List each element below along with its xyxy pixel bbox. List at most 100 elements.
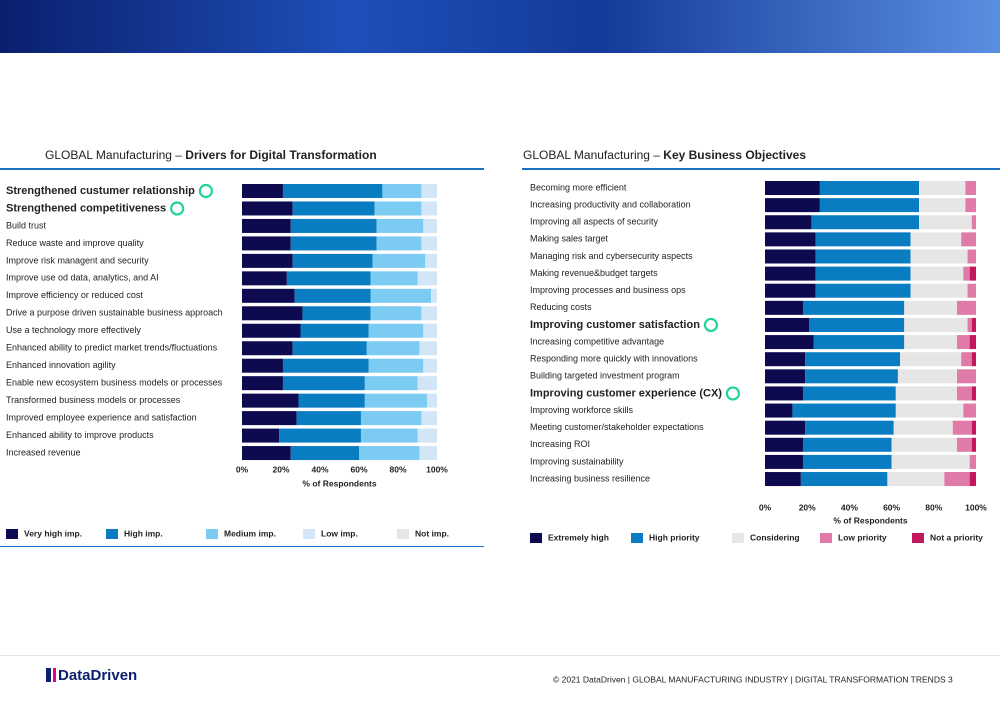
bar-segment	[242, 184, 283, 198]
bar-segment	[819, 181, 920, 195]
category-label: Use a technology more effectively	[6, 325, 141, 335]
bar-segment	[242, 376, 283, 391]
x-tick-label: 80%	[389, 464, 406, 474]
bar-segment	[421, 236, 437, 251]
bar-segment	[963, 403, 976, 418]
x-tick-label: 0%	[236, 464, 249, 474]
logo-mark	[53, 668, 56, 682]
x-axis-label: % of Respondents	[833, 515, 907, 525]
bar-segment	[376, 218, 424, 233]
legend-swatch	[397, 529, 409, 539]
legend-label: Extremely high	[548, 532, 609, 542]
x-tick-label: 60%	[883, 502, 900, 512]
bar-segment	[370, 306, 422, 321]
bar-segment	[765, 249, 816, 264]
bar-segment	[360, 411, 422, 426]
category-label: Making revenue&budget targets	[530, 268, 658, 278]
bar-segment	[792, 403, 896, 418]
bar-segment	[765, 454, 803, 469]
bar-segment	[300, 323, 369, 338]
bar-segment	[802, 454, 892, 469]
legend-swatch	[631, 533, 643, 543]
bar-segment	[957, 437, 972, 452]
bar-segment	[417, 428, 437, 443]
bar-segment	[242, 411, 297, 426]
bar-segment	[910, 232, 962, 247]
bar-segment	[897, 369, 958, 384]
bar-segment	[374, 201, 422, 216]
bar-segment	[292, 201, 375, 216]
category-label: Drive a purpose driven sustainable busin…	[6, 308, 223, 318]
bar-segment	[421, 201, 437, 216]
category-label: Increased revenue	[6, 447, 81, 457]
bar-segment	[815, 249, 911, 264]
bar-segment	[891, 454, 970, 469]
bar-segment	[802, 300, 905, 315]
bar-segment	[965, 181, 976, 195]
footer-rule	[0, 655, 1000, 656]
bar-segment	[969, 454, 976, 469]
bar-segment	[965, 198, 976, 213]
bar-segment	[904, 300, 958, 315]
x-tick-label: 20%	[272, 464, 289, 474]
legend-swatch	[106, 529, 118, 539]
bar-segment	[290, 446, 359, 461]
legend-label: High imp.	[124, 528, 163, 538]
title: Key Business Objectives	[663, 148, 806, 162]
title-prefix: GLOBAL Manufacturing –	[45, 148, 185, 162]
bar-segment	[364, 393, 428, 408]
bar-segment	[971, 317, 976, 332]
bar-segment	[370, 271, 418, 286]
category-label: Build trust	[6, 220, 47, 230]
legend-label: Low priority	[838, 532, 887, 542]
bar-segment	[815, 266, 911, 281]
bar-segment	[971, 420, 976, 435]
title: Drivers for Digital Transformation	[185, 148, 376, 162]
category-label: Increasing business resilience	[530, 473, 650, 483]
logo: DataDriven	[58, 667, 137, 684]
bottom-rule	[0, 546, 484, 547]
x-tick-label: 80%	[925, 502, 942, 512]
category-label: Increasing productivity and collaboratio…	[530, 199, 691, 209]
highlight-ring	[703, 317, 719, 333]
bar-segment	[282, 184, 383, 198]
bar-segment	[971, 437, 976, 452]
bar-segment	[944, 472, 970, 487]
bar-segment	[904, 335, 958, 350]
category-label: Reducing costs	[530, 302, 592, 312]
bar-segment	[765, 232, 816, 247]
bar-segment	[423, 358, 437, 373]
bar-segment	[368, 358, 424, 373]
bar-segment	[957, 369, 976, 384]
bar-segment	[802, 386, 896, 401]
bar-segment	[242, 288, 295, 303]
x-tick-label: 0%	[759, 502, 772, 512]
category-label: Managing risk and cybersecurity aspects	[530, 251, 693, 261]
category-label: Improve efficiency or reduced cost	[6, 290, 143, 300]
bar-segment	[286, 271, 371, 286]
copyright: © 2021 DataDriven | GLOBAL MANUFACTURING…	[553, 674, 946, 684]
bar-segment	[382, 184, 422, 198]
legend-swatch	[820, 533, 832, 543]
category-label: Enable new ecosystem business models or …	[6, 378, 223, 388]
category-label: Improved employee experience and satisfa…	[6, 412, 197, 422]
bar-segment	[809, 317, 905, 332]
title-prefix: GLOBAL Manufacturing –	[523, 148, 663, 162]
x-tick-label: 100%	[965, 502, 987, 512]
bar-segment	[952, 420, 972, 435]
legend-label: Not imp.	[415, 528, 449, 538]
bar-segment	[969, 266, 976, 281]
bar-segment	[967, 317, 972, 332]
bar-segment	[417, 271, 437, 286]
bar-segment	[893, 420, 953, 435]
bar-segment	[427, 393, 437, 408]
bar-segment	[765, 352, 806, 367]
bar-segment	[302, 306, 371, 321]
x-axis-label: % of Respondents	[302, 478, 376, 488]
bar-segment	[425, 253, 437, 268]
title-rule	[522, 168, 1000, 170]
bar-segment	[376, 236, 422, 251]
category-label: Building targeted investment program	[530, 371, 680, 381]
highlight-ring	[198, 183, 213, 199]
bar-segment	[242, 446, 291, 461]
